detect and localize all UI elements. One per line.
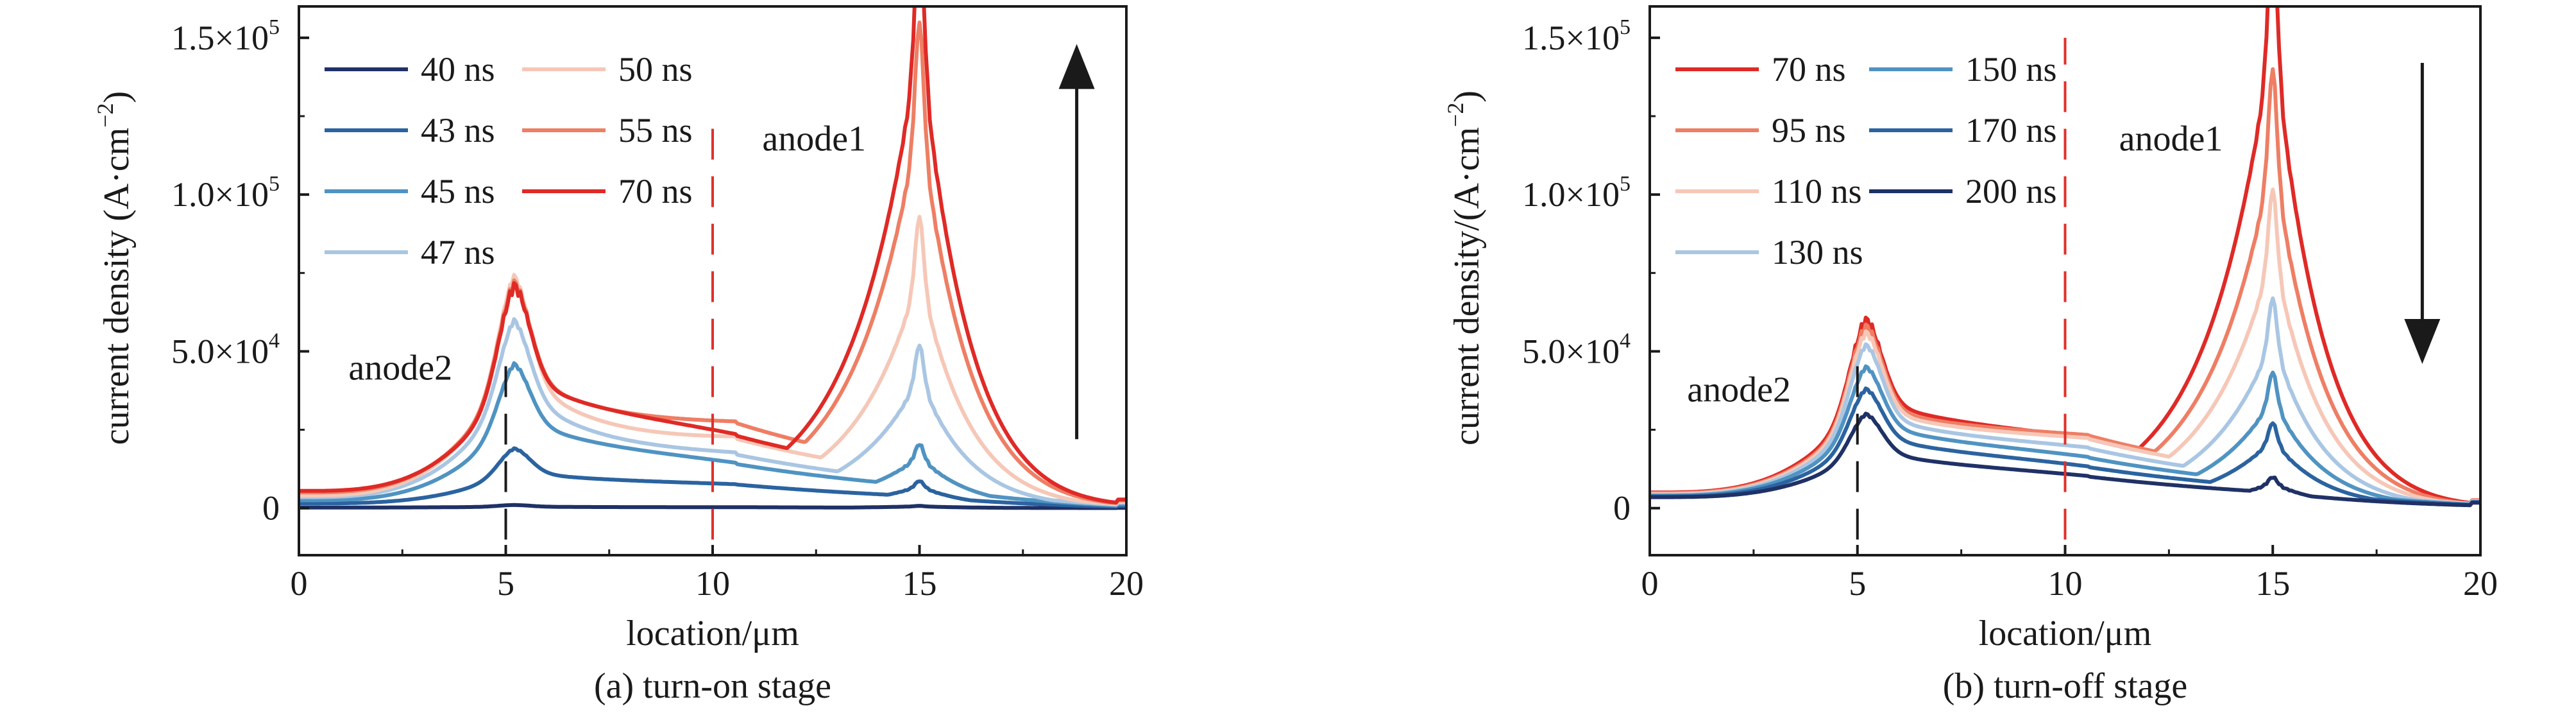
x-tick-label: 15 xyxy=(902,564,937,603)
figure-caption: (a) turn-on stage xyxy=(594,666,831,706)
series-line-150ns xyxy=(1650,364,2480,506)
legend-label: 130 ns xyxy=(1772,233,1863,271)
chart-panel-b: 0 5 10 15 2005.0×1041.0×1051.5×105location/μ… xyxy=(1443,5,2498,706)
y-axis-label: current density (A·cm−2) xyxy=(92,91,137,445)
x-tick-label: 20 xyxy=(2463,564,2498,603)
legend-label: 43 ns xyxy=(421,111,495,150)
y-tick-label: 0 xyxy=(1613,489,1631,528)
trend-arrow-head xyxy=(2404,318,2441,364)
legend-entry-55ns: 55 ns xyxy=(522,111,693,150)
y-axis-label-end: ) xyxy=(1447,90,1487,103)
legend-label: 70 ns xyxy=(1772,50,1846,89)
y-tick-label: 5.0×104 xyxy=(171,329,280,370)
legend-label: 45 ns xyxy=(421,172,495,211)
y-tick-mantissa: 0 xyxy=(262,489,280,528)
legend-label: 50 ns xyxy=(618,50,693,89)
x-tick-label: 0 xyxy=(291,564,308,603)
x-tick-label: 20 xyxy=(1109,564,1144,603)
legend-entry-150ns: 150 ns xyxy=(1869,50,2057,89)
y-axis-label-sup: −2 xyxy=(92,103,118,127)
x-tick-label: 0 xyxy=(1641,564,1659,603)
legend-label: 55 ns xyxy=(618,111,693,150)
annotation-anode1: anode1 xyxy=(2119,119,2223,159)
x-tick-label: 10 xyxy=(695,564,730,603)
y-tick-mantissa: 5.0×10 xyxy=(171,332,269,370)
y-tick-exponent: 5 xyxy=(269,172,280,196)
y-tick-mantissa: 1.5×10 xyxy=(1522,19,1620,57)
legend-label: 95 ns xyxy=(1772,111,1846,150)
legend-entry-110ns: 110 ns xyxy=(1675,172,1862,211)
legend-entry-43ns: 43 ns xyxy=(325,111,495,150)
figure-caption: (b) turn-off stage xyxy=(1943,666,2188,706)
legend-label: 150 ns xyxy=(1965,50,2057,89)
legend-entry-70ns: 70 ns xyxy=(522,172,693,211)
legend-label: 170 ns xyxy=(1965,111,2057,150)
y-tick-exponent: 5 xyxy=(1620,172,1631,196)
y-tick-mantissa: 5.0×10 xyxy=(1522,332,1620,370)
y-tick-label: 0 xyxy=(262,489,280,528)
legend-label: 47 ns xyxy=(421,233,495,271)
y-axis-label-main: current density/(A·cm xyxy=(1447,127,1487,445)
x-tick-label: 5 xyxy=(497,564,514,603)
y-tick-label: 1.5×105 xyxy=(1522,15,1631,57)
y-tick-exponent: 5 xyxy=(1620,15,1631,39)
x-axis-label: location/μm xyxy=(1979,614,2152,653)
legend-entry-200ns: 200 ns xyxy=(1869,172,2057,211)
y-tick-exponent: 4 xyxy=(269,329,280,352)
annotation-anode1: anode1 xyxy=(762,119,866,159)
y-tick-mantissa: 0 xyxy=(1613,489,1631,528)
x-axis-label: location/μm xyxy=(626,614,799,653)
x-tick-label: 5 xyxy=(1849,564,1866,603)
legend-entry-170ns: 170 ns xyxy=(1869,111,2057,150)
trend-arrow-head xyxy=(1058,44,1095,89)
series-line-47ns xyxy=(299,317,1126,507)
y-axis-label-main: current density (A·cm xyxy=(97,128,137,445)
y-tick-mantissa: 1.5×10 xyxy=(171,19,269,57)
y-tick-label: 1.5×105 xyxy=(171,15,280,57)
y-tick-label: 1.0×105 xyxy=(1522,172,1631,214)
y-tick-mantissa: 1.0×10 xyxy=(1522,175,1620,214)
legend-entry-47ns: 47 ns xyxy=(325,233,495,271)
legend-entry-95ns: 95 ns xyxy=(1675,111,1846,150)
series-line-45ns xyxy=(299,361,1126,508)
x-tick-label: 15 xyxy=(2255,564,2290,603)
y-axis-label-end: ) xyxy=(97,91,137,103)
x-tick-label: 10 xyxy=(2048,564,2083,603)
series-line-40ns xyxy=(299,503,1126,510)
legend-entry-50ns: 50 ns xyxy=(522,50,693,89)
series-line-130ns xyxy=(1650,296,2480,506)
legend-entry-130ns: 130 ns xyxy=(1675,233,1863,271)
annotation-anode2: anode2 xyxy=(348,348,452,388)
y-tick-exponent: 5 xyxy=(269,15,280,39)
annotation-anode2: anode2 xyxy=(1687,370,1791,410)
legend-entry-40ns: 40 ns xyxy=(325,50,495,89)
y-tick-exponent: 4 xyxy=(1620,329,1631,352)
legend-entry-45ns: 45 ns xyxy=(325,172,495,211)
y-tick-label: 1.0×105 xyxy=(171,172,280,214)
y-axis-label-sup: −2 xyxy=(1443,103,1468,127)
y-tick-mantissa: 1.0×10 xyxy=(171,175,269,214)
legend-label: 40 ns xyxy=(421,50,495,89)
legend-label: 200 ns xyxy=(1965,172,2057,211)
legend-label: 110 ns xyxy=(1772,172,1862,211)
y-tick-label: 5.0×104 xyxy=(1522,329,1631,370)
legend-label: 70 ns xyxy=(618,172,693,211)
y-axis-label: current density/(A·cm−2) xyxy=(1443,90,1487,445)
legend-entry-70ns: 70 ns xyxy=(1675,50,1846,89)
chart-panel-a: 0 5 10 15 2005.0×1041.0×1051.5×105location/μ… xyxy=(92,5,1144,706)
